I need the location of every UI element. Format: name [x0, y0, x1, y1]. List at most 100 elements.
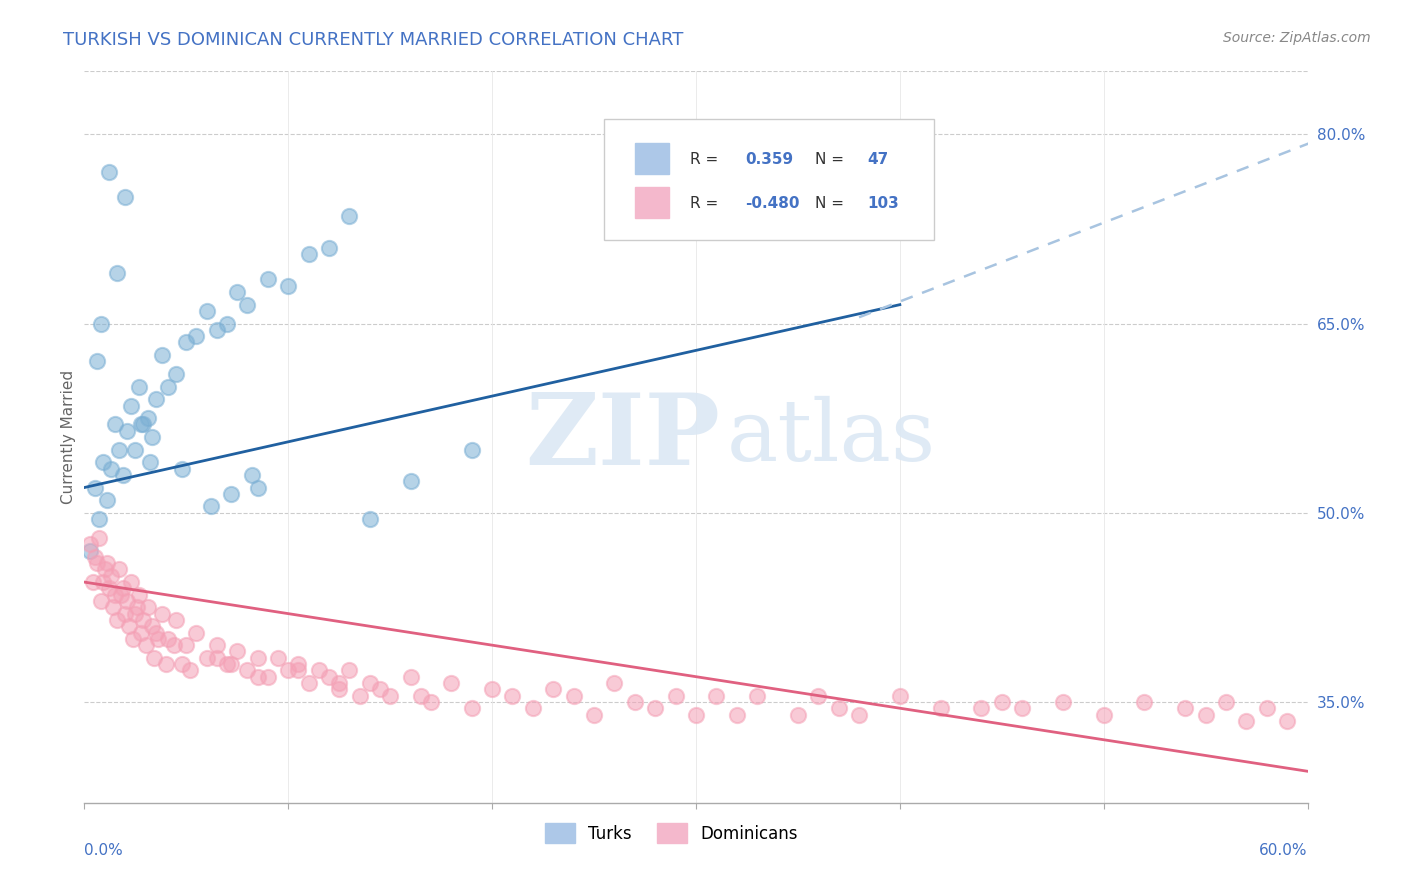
Point: [186, 625, 208, 640]
Point: [200, 500, 222, 514]
Point: [79, 537, 101, 551]
Point: [226, 285, 249, 299]
Point: [219, 487, 242, 501]
Point: [298, 247, 321, 261]
Point: [217, 317, 239, 331]
Point: [120, 575, 142, 590]
Text: atlas: atlas: [727, 395, 935, 479]
Point: [562, 689, 585, 703]
Point: [205, 638, 228, 652]
Text: 103: 103: [868, 195, 898, 211]
Point: [747, 689, 769, 703]
Point: [318, 670, 340, 684]
Text: ZIP: ZIP: [526, 389, 720, 485]
Point: [195, 650, 218, 665]
Point: [118, 619, 141, 633]
Point: [114, 607, 136, 621]
Point: [970, 701, 993, 715]
Point: [86, 354, 108, 368]
Point: [131, 417, 153, 432]
Point: [163, 638, 186, 652]
Point: [409, 689, 432, 703]
Point: [1195, 707, 1218, 722]
Point: [90, 594, 112, 608]
Point: [165, 613, 187, 627]
Point: [583, 707, 606, 722]
Point: [104, 588, 127, 602]
Point: [246, 670, 269, 684]
Point: [79, 543, 101, 558]
Point: [91, 575, 114, 590]
Point: [1277, 714, 1299, 728]
Point: [1215, 695, 1237, 709]
Point: [328, 676, 350, 690]
Point: [174, 335, 197, 350]
Point: [359, 512, 381, 526]
Point: [665, 689, 688, 703]
Point: [1133, 695, 1156, 709]
Point: [136, 411, 159, 425]
Point: [298, 676, 321, 690]
Point: [246, 481, 269, 495]
Point: [1011, 701, 1033, 715]
Point: [502, 689, 524, 703]
Point: [108, 442, 131, 457]
Text: 60.0%: 60.0%: [1260, 843, 1308, 858]
Point: [122, 632, 145, 646]
Point: [339, 210, 361, 224]
Point: [195, 304, 218, 318]
Point: [179, 664, 201, 678]
Point: [112, 467, 135, 482]
Point: [217, 657, 239, 671]
Point: [685, 707, 707, 722]
Point: [110, 588, 132, 602]
Point: [155, 657, 177, 671]
Text: R =: R =: [690, 195, 718, 211]
Point: [112, 582, 135, 596]
Point: [124, 607, 146, 621]
Point: [929, 701, 952, 715]
Text: N =: N =: [814, 152, 844, 167]
Point: [83, 481, 105, 495]
Point: [991, 695, 1014, 709]
Point: [226, 644, 249, 658]
Point: [1092, 707, 1115, 722]
Point: [165, 367, 187, 381]
Point: [236, 298, 259, 312]
Point: [141, 430, 163, 444]
Point: [87, 512, 110, 526]
Point: [86, 556, 108, 570]
Point: [114, 190, 136, 204]
Point: [219, 657, 242, 671]
Point: [603, 676, 626, 690]
Text: N =: N =: [814, 195, 844, 211]
Point: [136, 600, 159, 615]
Point: [461, 701, 484, 715]
Point: [257, 272, 280, 286]
Point: [124, 442, 146, 457]
Point: [380, 689, 402, 703]
Point: [205, 323, 228, 337]
Point: [115, 424, 138, 438]
Legend: Turks, Dominicans: Turks, Dominicans: [538, 817, 804, 849]
Point: [1236, 714, 1258, 728]
Point: [889, 689, 911, 703]
Point: [115, 594, 138, 608]
Point: [1256, 701, 1278, 715]
Bar: [636, 187, 669, 218]
Point: [127, 600, 149, 615]
Text: 47: 47: [868, 152, 889, 167]
Point: [287, 664, 309, 678]
Point: [100, 569, 122, 583]
Point: [339, 664, 361, 678]
Point: [128, 379, 150, 393]
Point: [543, 682, 565, 697]
Point: [135, 638, 157, 652]
Point: [308, 664, 330, 678]
Point: [100, 461, 122, 475]
Point: [138, 455, 160, 469]
Point: [848, 707, 870, 722]
Text: 0.359: 0.359: [745, 152, 793, 167]
Point: [359, 676, 381, 690]
Text: 0.0%: 0.0%: [84, 843, 124, 858]
